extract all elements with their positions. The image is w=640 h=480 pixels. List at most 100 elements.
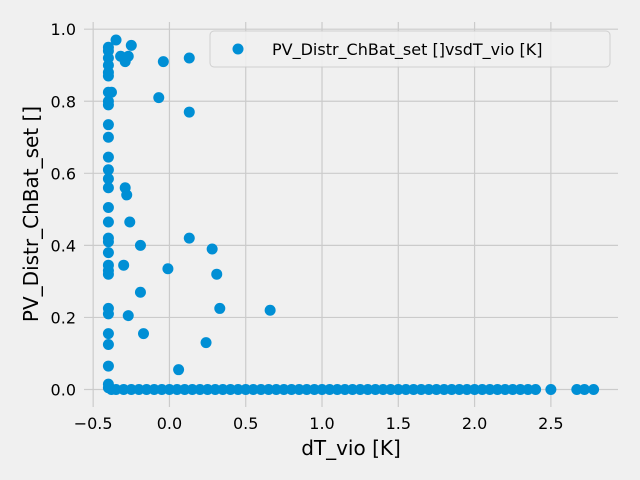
point xyxy=(125,39,137,51)
point xyxy=(183,52,195,64)
point xyxy=(362,383,374,395)
point xyxy=(134,239,146,251)
point xyxy=(354,383,366,395)
point xyxy=(278,383,290,395)
x-tick-label: 0.5 xyxy=(233,414,258,433)
point xyxy=(491,383,503,395)
point xyxy=(270,383,282,395)
point xyxy=(148,383,160,395)
point xyxy=(285,383,297,395)
point xyxy=(232,383,244,395)
x-tick-label: −0.5 xyxy=(74,414,113,433)
point xyxy=(102,247,114,259)
point xyxy=(102,308,114,320)
x-tick-label: 2.5 xyxy=(538,414,563,433)
legend-marker xyxy=(232,43,244,55)
point xyxy=(446,383,458,395)
point xyxy=(217,383,229,395)
y-tick-label: 0.4 xyxy=(51,236,76,255)
point xyxy=(163,383,175,395)
point xyxy=(102,268,114,280)
legend: PV_Distr_ChBat_set []vsdT_vio [K] xyxy=(209,30,611,68)
point xyxy=(102,151,114,163)
point xyxy=(179,383,191,395)
point xyxy=(202,383,214,395)
point xyxy=(469,383,481,395)
point xyxy=(415,383,427,395)
point xyxy=(206,243,218,255)
point xyxy=(118,259,130,271)
point xyxy=(308,383,320,395)
point xyxy=(102,216,114,228)
point xyxy=(110,383,122,395)
point xyxy=(102,99,114,111)
point xyxy=(522,383,534,395)
point xyxy=(214,302,226,314)
point xyxy=(186,383,198,395)
point xyxy=(484,383,496,395)
point xyxy=(400,383,412,395)
y-tick-label: 0.0 xyxy=(51,380,76,399)
point xyxy=(392,383,404,395)
point xyxy=(514,383,526,395)
point xyxy=(102,70,114,82)
point xyxy=(324,383,336,395)
legend-box xyxy=(209,30,611,68)
point xyxy=(183,232,195,244)
point xyxy=(545,383,557,395)
point xyxy=(247,383,259,395)
point xyxy=(301,383,313,395)
point xyxy=(571,383,583,395)
point xyxy=(255,383,267,395)
point xyxy=(124,216,136,228)
point xyxy=(122,310,134,322)
point xyxy=(209,383,221,395)
point xyxy=(588,383,600,395)
y-axis-label: PV_Distr_ChBat_set [] xyxy=(19,106,43,322)
x-tick-label: 1.0 xyxy=(309,414,334,433)
point xyxy=(578,383,590,395)
point xyxy=(153,92,165,104)
point xyxy=(125,383,137,395)
point xyxy=(293,383,305,395)
point xyxy=(171,383,183,395)
point xyxy=(162,263,174,275)
x-axis-label: dT_vio [K] xyxy=(301,436,401,460)
y-tick-label: 1.0 xyxy=(51,20,76,39)
point xyxy=(102,360,114,372)
point xyxy=(102,202,114,214)
point xyxy=(134,286,146,298)
point xyxy=(530,383,542,395)
point xyxy=(316,383,328,395)
point xyxy=(194,383,206,395)
point xyxy=(102,173,114,185)
point xyxy=(347,383,359,395)
point xyxy=(102,119,114,131)
point xyxy=(102,182,114,194)
point xyxy=(102,236,114,248)
point xyxy=(105,86,117,98)
x-tick-label: 1.5 xyxy=(386,414,411,433)
point xyxy=(183,106,195,118)
point xyxy=(118,383,130,395)
point xyxy=(438,383,450,395)
point xyxy=(200,337,212,349)
point xyxy=(453,383,465,395)
point xyxy=(102,338,114,350)
point xyxy=(102,131,114,143)
point xyxy=(121,189,133,201)
point xyxy=(122,50,134,62)
point xyxy=(339,383,351,395)
x-tick-label: 0.0 xyxy=(157,414,182,433)
x-tick-label: 2.0 xyxy=(462,414,487,433)
point xyxy=(157,56,169,68)
point xyxy=(499,383,511,395)
point xyxy=(211,268,223,280)
point xyxy=(138,328,150,340)
point xyxy=(110,34,122,46)
point xyxy=(102,328,114,340)
y-tick-label: 0.6 xyxy=(51,164,76,183)
point xyxy=(141,383,153,395)
point xyxy=(173,364,185,376)
